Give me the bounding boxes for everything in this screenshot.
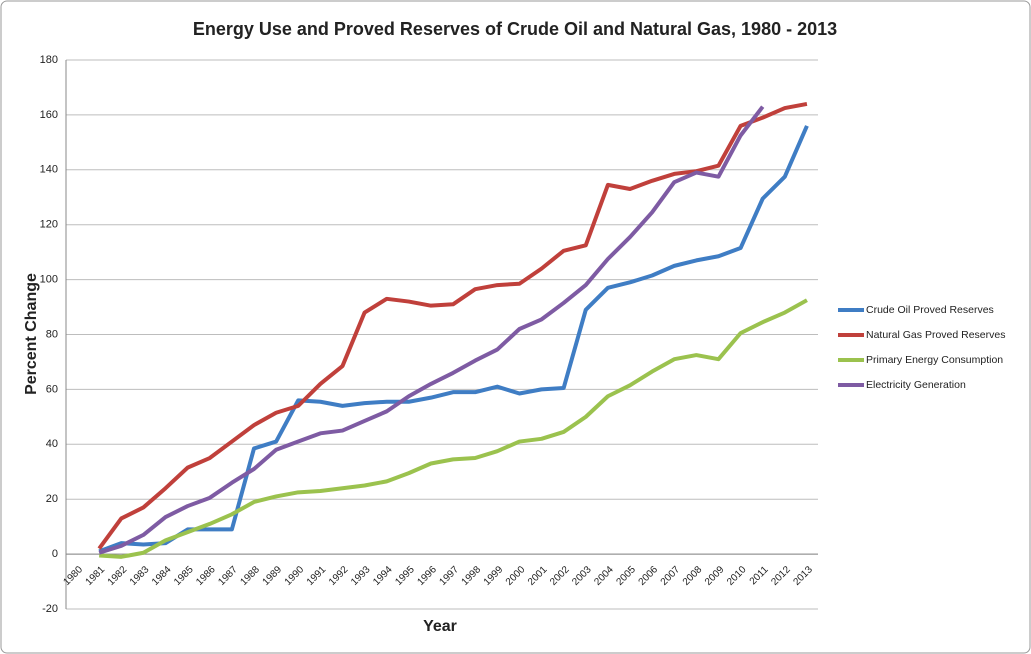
y-tick-label: 180: [40, 54, 58, 66]
y-tick-label: 20: [46, 493, 58, 505]
series-line: [98, 125, 809, 554]
x-axis-title: Year: [423, 618, 457, 635]
chart-title: Energy Use and Proved Reserves of Crude …: [193, 19, 837, 39]
legend-label: Crude Oil Proved Reserves: [866, 304, 994, 316]
series-line: [99, 298, 808, 559]
y-tick-label: 80: [46, 328, 58, 340]
y-tick-label: -20: [42, 603, 58, 615]
y-tick-label: 60: [46, 383, 58, 395]
y-tick-label: 40: [46, 438, 58, 450]
legend-label: Natural Gas Proved Reserves: [866, 329, 1005, 341]
legend-label: Electricity Generation: [866, 379, 966, 391]
y-tick-label: 120: [40, 219, 58, 231]
y-axis-title: Percent Change: [23, 273, 40, 395]
y-tick-label: 160: [40, 109, 58, 121]
series-line: [97, 101, 808, 550]
y-tick-label: 0: [52, 548, 58, 560]
series-line: [98, 105, 765, 555]
y-tick-label: 140: [40, 164, 58, 176]
legend-label: Primary Energy Consumption: [866, 354, 1003, 366]
y-tick-label: 100: [40, 274, 58, 286]
